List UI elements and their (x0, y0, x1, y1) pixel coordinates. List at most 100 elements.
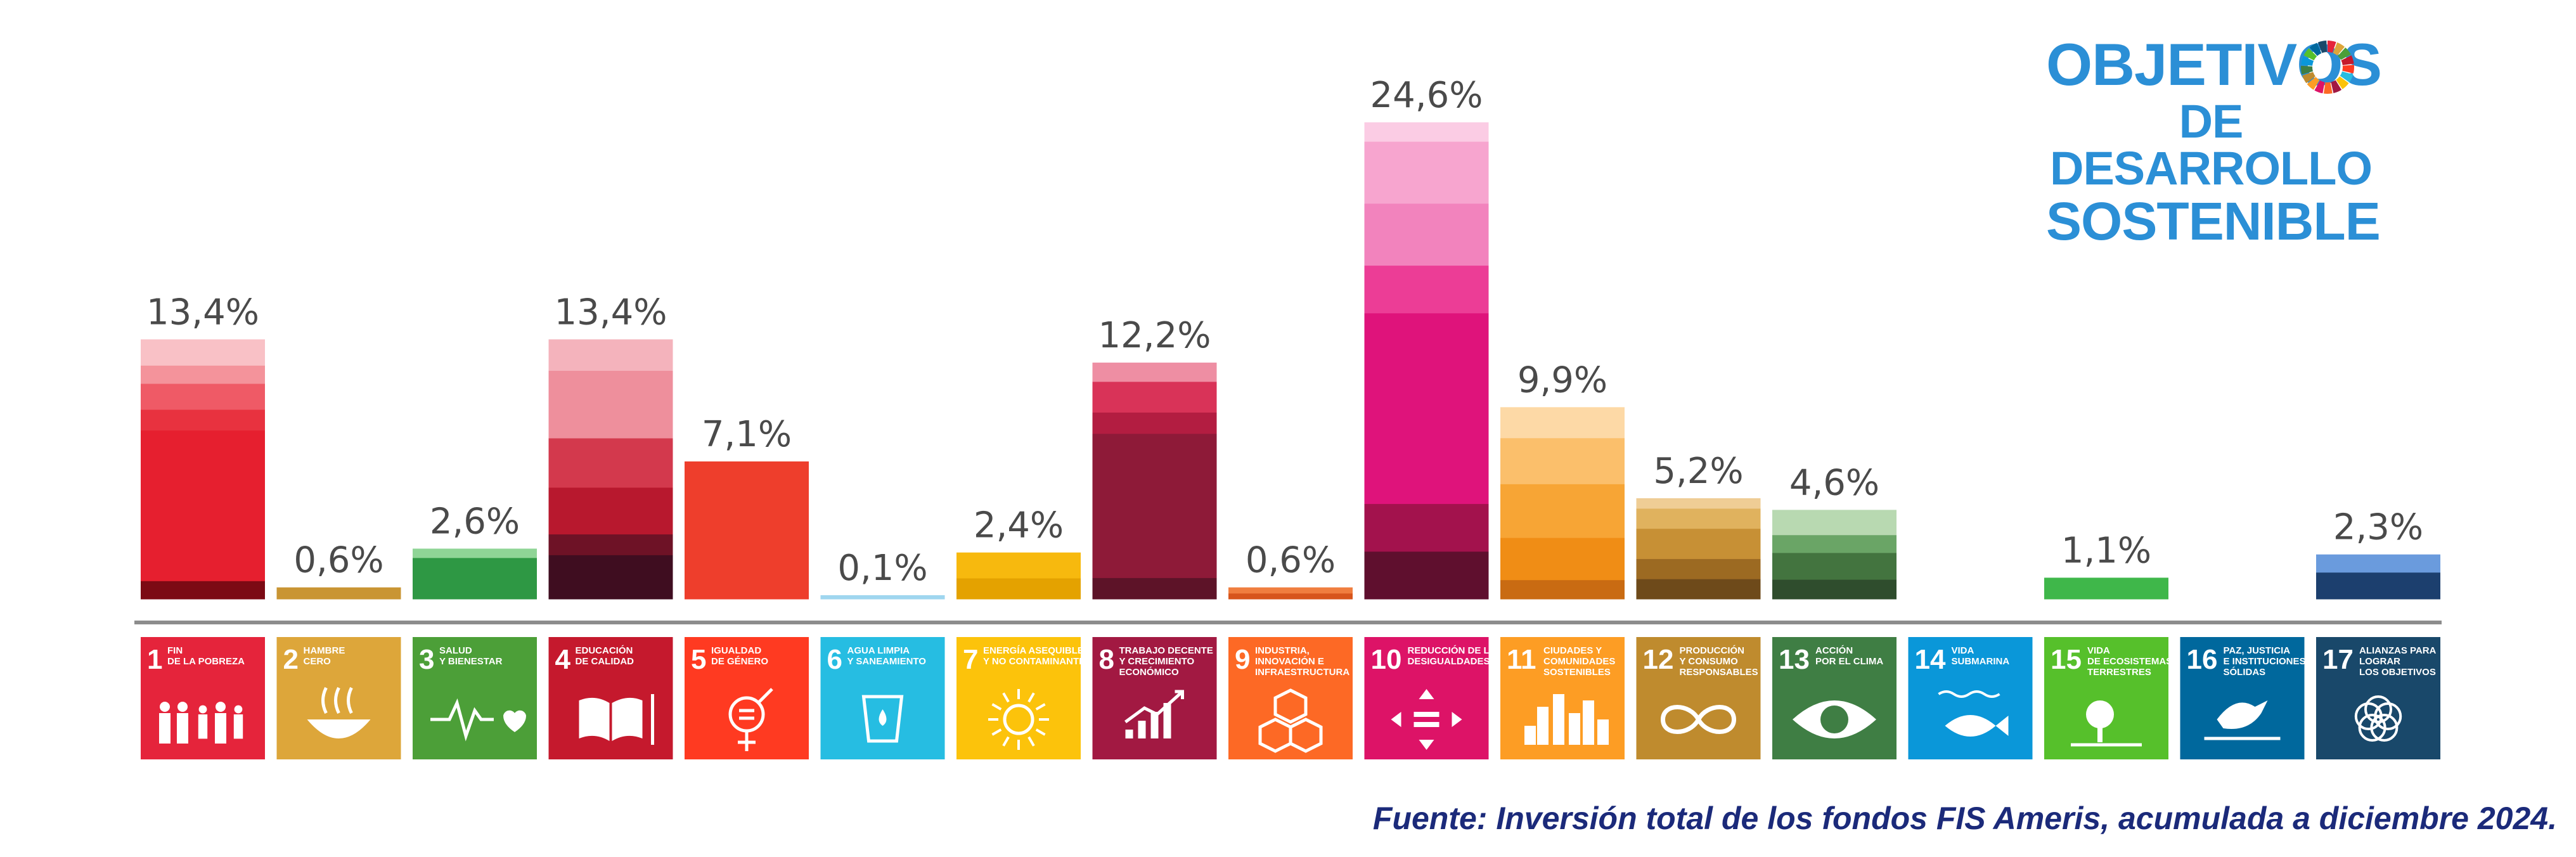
logo-line3: SOSTENIBLE (2046, 191, 2381, 251)
bar-sdg-7-segment-1 (956, 577, 1081, 600)
bar-sdg-1-segment-2 (141, 430, 265, 581)
wheel-segment-17 (2317, 41, 2328, 53)
sdg-tile-number-6: 6 (827, 644, 842, 675)
sdg-tile-label-12-2: Y CONSUMO (1680, 656, 1739, 667)
bar-sdg-8-segment-2 (1092, 433, 1217, 578)
bar-sdg-11-segment-5 (1500, 407, 1625, 439)
value-label-sdg-5: 7,1% (702, 414, 792, 455)
sdg-tile-number-1: 1 (147, 644, 162, 675)
bar-sdg-4-segment-3 (548, 487, 673, 535)
sdg-tile-label-17-1: ALIANZAS PARA (2359, 645, 2437, 656)
wheel-segment-5 (2342, 65, 2354, 74)
sdg-tile-label-9-1: INDUSTRIA, (1255, 645, 1310, 656)
sdg-tile-number-3: 3 (419, 644, 434, 675)
bowl-icon (307, 686, 371, 738)
bar-sdg-11-segment-1 (1500, 579, 1625, 600)
sdg-tile-number-12: 12 (1643, 644, 1674, 675)
bar-sdg-13-segment-3 (1772, 534, 1897, 553)
sdg-tile-label-16-3: SÓLIDAS (2224, 666, 2266, 678)
wheel-segment-1 (2328, 40, 2336, 53)
value-label-sdg-6: 0,1% (837, 548, 927, 589)
sdg-tile-label-10-1: REDUCCIÓN DE LAS (1408, 645, 1503, 656)
rings-icon (2354, 695, 2402, 742)
sdg-tile-label-13-1: ACCIÓN (1815, 645, 1853, 656)
wheel-segment-11 (2307, 77, 2320, 90)
value-label-sdg-9: 0,6% (1246, 540, 1336, 581)
bar-sdg-17-segment-2 (2316, 554, 2440, 573)
sdg-tile-number-8: 8 (1099, 644, 1114, 675)
wheel-segment-2 (2333, 42, 2345, 56)
sdg-tile-label-8-2: Y CRECIMIENTO (1119, 656, 1195, 667)
wheel-segment-8 (2331, 80, 2342, 93)
city-icon (1524, 694, 1609, 745)
sdg-tile-bg-12 (1636, 637, 1761, 759)
bar-sdg-8-segment-3 (1092, 412, 1217, 434)
bar-sdg-2-segment-1 (276, 587, 401, 600)
sdg-tile-bg-15 (2044, 637, 2168, 759)
wheel-segment-10 (2314, 80, 2325, 94)
sdg-tile-bg-8 (1092, 637, 1217, 759)
bar-sdg-10-segment-7 (1364, 122, 1489, 142)
sdg-tile-label-13-2: POR EL CLIMA (1815, 656, 1883, 667)
bar-sdg-10-segment-6 (1364, 141, 1489, 204)
sdg-tile-label-12-1: PRODUCCIÓN (1680, 645, 1745, 656)
bar-sdg-4-segment-1 (548, 555, 673, 600)
wheel-segment-15 (2303, 48, 2317, 61)
sdg-tile-bg-2 (276, 637, 401, 759)
sdg-tile-number-13: 13 (1779, 644, 1810, 675)
wheel-segment-13 (2301, 65, 2313, 75)
wheel-segment-4 (2341, 55, 2354, 65)
bar-sdg-5-segment-1 (685, 461, 809, 600)
value-label-sdg-15: 1,1% (2061, 530, 2151, 571)
bar-sdg-9-segment-1 (1228, 593, 1353, 600)
sdg-tile-number-16: 16 (2187, 644, 2218, 675)
sdg-tile-bg-14 (1908, 637, 2033, 759)
bar-sdg-10-segment-4 (1364, 265, 1489, 314)
sdg-tile-label-3-1: SALUD (439, 645, 472, 656)
sdg-tile-label-11-2: COMUNIDADES (1543, 656, 1615, 667)
sdg-tile-number-2: 2 (283, 644, 299, 675)
wheel-segment-14 (2301, 56, 2314, 66)
sdg-tile-label-5-2: DE GÉNERO (711, 656, 768, 667)
bar-sdg-3-segment-2 (413, 548, 537, 558)
wheel-segment-3 (2338, 47, 2351, 60)
sdg-tile-label-7-1: ENERGÍA ASEQUIBLE (983, 645, 1084, 656)
sdg-tile-label-11-3: SOSTENIBLES (1543, 667, 1611, 678)
sdg-tile-label-14-2: SUBMARINA (1952, 656, 2010, 667)
bar-sdg-12-segment-1 (1636, 579, 1761, 600)
value-label-sdg-3: 2,6% (430, 501, 520, 543)
value-label-sdg-4: 13,4% (555, 292, 667, 333)
sdg-tile-label-5-1: IGUALDAD (711, 645, 761, 656)
sdg-tile-bg-3 (413, 637, 537, 759)
bar-sdg-6-segment-1 (820, 595, 945, 600)
wheel-segment-6 (2340, 71, 2354, 82)
bar-sdg-13-segment-1 (1772, 579, 1897, 600)
bar-sdg-11-segment-2 (1500, 538, 1625, 581)
bar-sdg-9-segment-2 (1228, 587, 1353, 594)
family-icon (159, 702, 243, 744)
wheel-segment-16 (2309, 42, 2322, 56)
value-labels-group: 13,4% 0,6% 2,6% 13,4% 7,1% 0,1% 2,4% 12,2% 0,6% 2… (146, 75, 2423, 589)
value-label-sdg-8: 12,2% (1098, 315, 1211, 356)
logo-line2: DE DESARROLLO (2050, 95, 2373, 195)
bar-sdg-15-segment-1 (2044, 577, 2168, 600)
bar-sdg-1-segment-4 (141, 383, 265, 410)
bar-sdg-3-segment-1 (413, 557, 537, 600)
bar-sdg-1-segment-5 (141, 365, 265, 384)
bar-sdg-11-segment-3 (1500, 484, 1625, 538)
infinity-icon (1660, 705, 1737, 734)
book-icon (579, 694, 654, 745)
value-label-sdg-13: 4,6% (1789, 462, 1879, 503)
sdg-tile-label-1-2: DE LA POBREZA (167, 656, 245, 667)
sdg-tile-label-2-1: HAMBRE (304, 645, 345, 656)
bar-sdg-17-segment-1 (2316, 572, 2440, 600)
sdg-tile-number-9: 9 (1235, 644, 1250, 675)
sdg-tile-label-2-2: CERO (304, 656, 332, 667)
